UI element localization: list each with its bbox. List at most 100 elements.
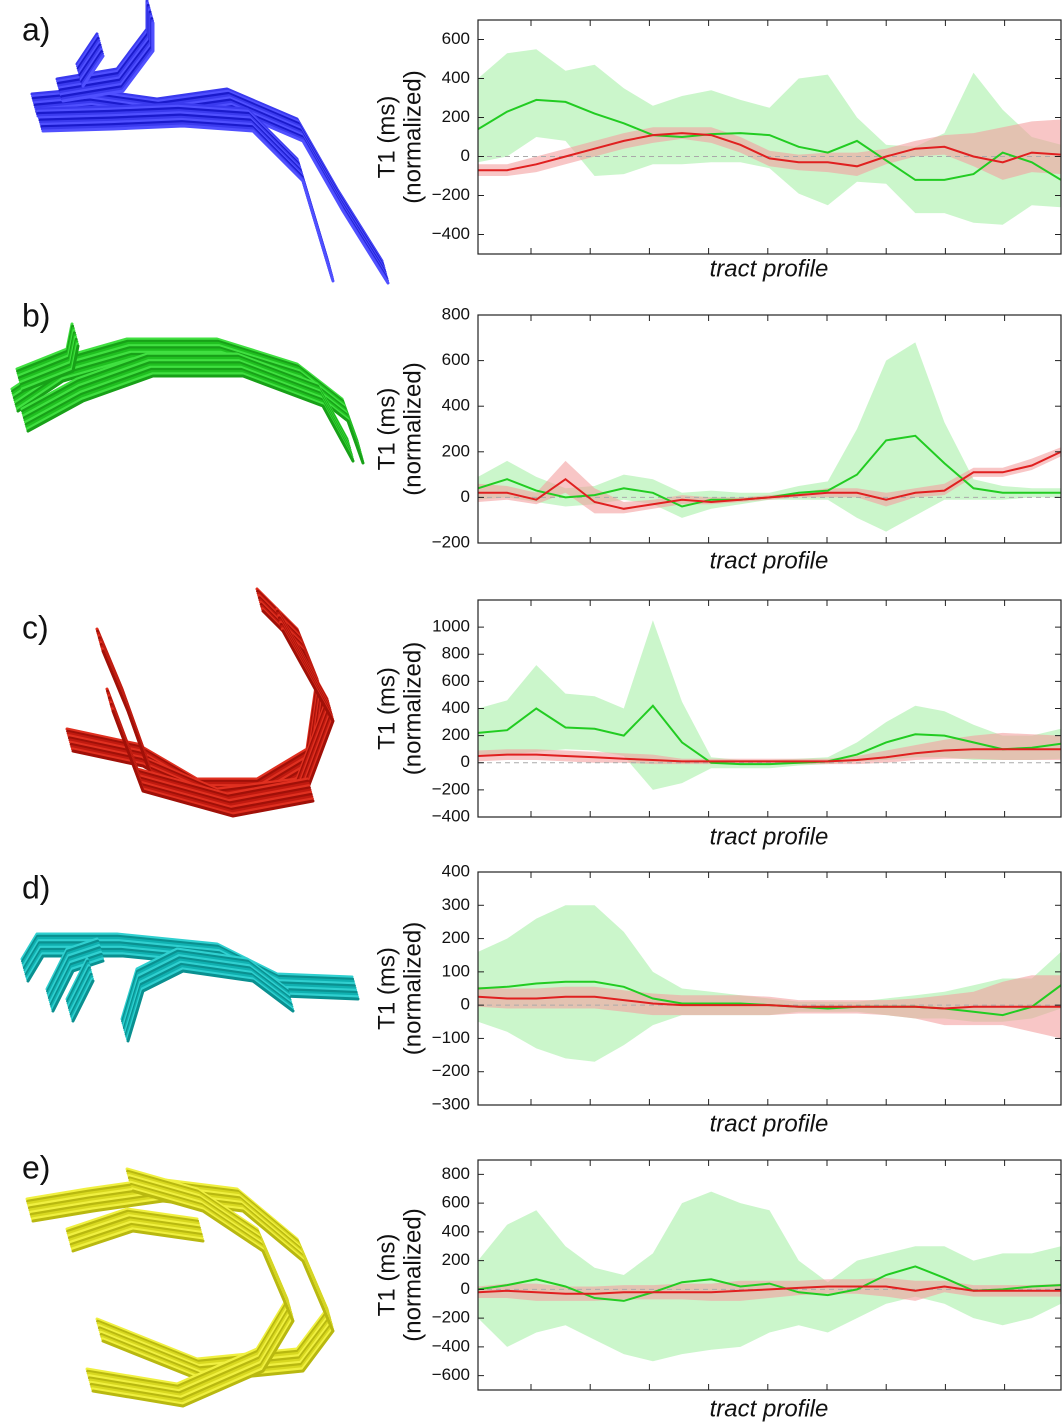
- plot-frame: [477, 19, 1062, 255]
- tract-strand: [36, 109, 390, 285]
- tract-strand: [65, 1207, 199, 1231]
- panel: a) −400 −200 0 200 400 600 T1 (ms) (normalized) t…: [22, 11, 1062, 282]
- tract-strand: [77, 41, 101, 75]
- y-tick-label: 300: [442, 895, 470, 914]
- line: [478, 1285, 1061, 1295]
- line: [478, 450, 1061, 510]
- y-tick-label: 200: [442, 107, 470, 126]
- band: [478, 119, 1061, 180]
- y-tick-label: 800: [442, 304, 470, 323]
- tract-strand: [39, 117, 333, 276]
- tract-strand: [21, 934, 355, 981]
- y-tick-label: −400: [432, 806, 470, 825]
- x-axis-label: tract profile: [710, 547, 829, 574]
- tract-strand: [41, 124, 335, 283]
- tract-strand: [38, 113, 332, 272]
- y-tick-label: −600: [432, 1365, 470, 1384]
- tract-strand: [69, 1222, 203, 1246]
- x-axis-label: tract profile: [710, 1395, 829, 1422]
- tract-strand: [37, 111, 331, 270]
- panel: e) −600 −400 −200 0 200 400 600 800 T1 (ms) (norma…: [22, 1149, 1062, 1422]
- plot-area: [478, 49, 1061, 225]
- y-axis-label: T1 (ms): [373, 388, 400, 471]
- tract-strand: [46, 941, 100, 995]
- y-tick-label: 800: [442, 1164, 470, 1183]
- tract-strand: [66, 961, 90, 1005]
- y-tick-label: 400: [442, 396, 470, 415]
- band: [478, 1191, 1061, 1362]
- tract-strand: [20, 932, 354, 979]
- tract-strand: [80, 52, 104, 86]
- y-tick-label: 200: [442, 725, 470, 744]
- y-axis-label: (normalized): [399, 1208, 426, 1341]
- tract-strand: [46, 939, 100, 993]
- panel-label: c): [22, 609, 49, 645]
- tract-strand: [71, 979, 95, 1023]
- plot-frame: [477, 1159, 1062, 1391]
- y-tick-label: 400: [442, 861, 470, 880]
- tract-strand: [21, 936, 355, 983]
- y-tick-label: 200: [442, 928, 470, 947]
- y-axis-label: (normalized): [399, 362, 426, 495]
- y-tick-label: −300: [432, 1094, 470, 1113]
- band: [478, 975, 1061, 1039]
- tract-strand: [67, 964, 91, 1008]
- y-tick-label: 400: [442, 698, 470, 717]
- line: [478, 748, 1061, 763]
- tract-strand: [81, 54, 105, 88]
- tract-strand: [69, 1220, 203, 1244]
- tract-strand: [26, 374, 355, 463]
- tract-strand: [79, 47, 103, 81]
- plot-frame: [477, 314, 1062, 544]
- tract-strand: [75, 32, 99, 66]
- panel-label: b): [22, 297, 50, 333]
- y-tick-label: −400: [432, 1336, 470, 1355]
- y-tick-label: −200: [432, 779, 470, 798]
- y-tick-label: 200: [442, 1250, 470, 1269]
- tract-strand: [47, 944, 101, 998]
- y-axis-label: T1 (ms): [373, 1234, 400, 1317]
- tract-strand: [49, 950, 103, 1004]
- y-tick-label: 0: [461, 752, 470, 771]
- band: [478, 732, 1061, 765]
- tract-strand: [80, 50, 104, 84]
- y-tick-label: 600: [442, 671, 470, 690]
- y-tick-label: 200: [442, 441, 470, 460]
- y-tick-label: −200: [432, 185, 470, 204]
- plot-frame: [477, 871, 1062, 1106]
- tract-strand: [48, 948, 102, 1002]
- tract-strand: [71, 1229, 205, 1253]
- y-tick-label: 1000: [432, 617, 470, 636]
- panel-label: d): [22, 869, 50, 905]
- tract-strand: [91, 1189, 295, 1408]
- panel: d) −300 −200 −100 0 100 200 300 400 T1 (ms) (norma…: [22, 861, 1062, 1137]
- tract-strand: [40, 122, 334, 281]
- plot-area: [478, 905, 1061, 1062]
- tract-strand: [70, 977, 94, 1021]
- plot-area: [478, 620, 1061, 790]
- tract-strand: [77, 39, 101, 73]
- y-axis-label: (normalized): [399, 642, 426, 775]
- y-tick-label: 600: [442, 1193, 470, 1212]
- panel-label: a): [22, 11, 50, 47]
- band: [478, 447, 1061, 514]
- y-tick-label: −400: [432, 224, 470, 243]
- tract-strand: [22, 941, 356, 988]
- tract-strand: [67, 1216, 201, 1240]
- y-tick-label: 100: [442, 961, 470, 980]
- tract-strand: [111, 709, 315, 818]
- y-tick-label: 0: [461, 995, 470, 1014]
- tract-strand: [67, 1214, 201, 1238]
- x-axis-label: tract profile: [710, 255, 829, 282]
- y-tick-label: −100: [432, 1028, 470, 1047]
- band: [478, 905, 1061, 1062]
- y-tick-label: 400: [442, 1221, 470, 1240]
- y-tick-label: 600: [442, 29, 470, 48]
- y-axis-label: (normalized): [399, 922, 426, 1055]
- y-tick-label: 0: [461, 487, 470, 506]
- tract-strand: [70, 1227, 204, 1251]
- y-tick-label: 600: [442, 350, 470, 369]
- tract-strand: [68, 968, 92, 1012]
- line: [478, 1265, 1061, 1302]
- y-axis-label: T1 (ms): [373, 947, 400, 1030]
